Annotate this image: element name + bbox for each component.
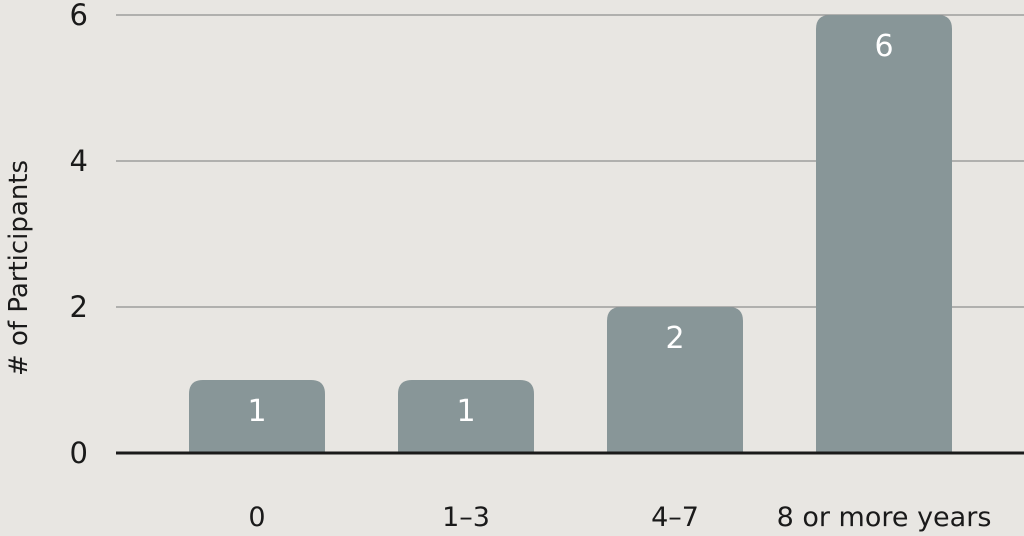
bar	[816, 15, 952, 453]
bar	[398, 380, 534, 453]
bar	[189, 380, 325, 453]
x-tick-label: 8 or more years	[777, 502, 992, 533]
y-tick-label: 6	[70, 0, 88, 32]
y-tick-label: 0	[70, 436, 88, 470]
data-label: 2	[665, 321, 684, 356]
x-tick-label: 1–3	[442, 502, 490, 533]
x-tick-label: 0	[248, 502, 265, 533]
data-label: 1	[456, 394, 475, 429]
data-label: 1	[247, 394, 266, 429]
y-tick-label: 4	[70, 144, 88, 178]
x-tick-label: 4–7	[651, 502, 699, 533]
bar	[607, 307, 743, 453]
y-tick-label: 2	[70, 290, 88, 324]
y-axis-title: # of Participants	[4, 160, 34, 376]
data-labels: 1 1 2 6	[247, 29, 893, 429]
bars	[189, 15, 952, 453]
y-axis-ticks: 0 2 4 6	[70, 0, 88, 470]
data-label: 6	[874, 29, 893, 64]
x-axis-ticks: 0 1–3 4–7 8 or more years	[248, 502, 991, 533]
